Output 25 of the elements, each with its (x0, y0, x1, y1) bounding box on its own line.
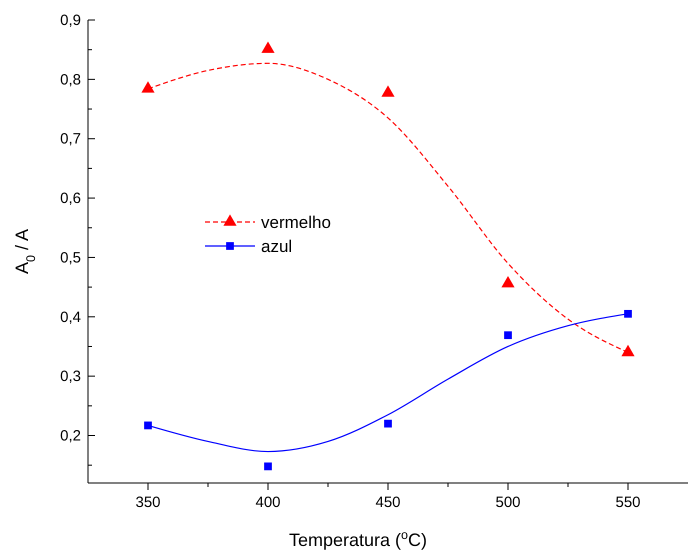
y-tick-label: 0,5 (60, 249, 81, 266)
legend-label: vermelho (261, 213, 331, 232)
point (144, 422, 152, 430)
x-tick-label: 400 (255, 494, 281, 511)
y-tick-label: 0,6 (60, 190, 81, 208)
point (141, 81, 155, 93)
y-tick-label: 0,3 (60, 368, 81, 386)
point (501, 276, 515, 288)
y-tick-label: 0,7 (60, 130, 81, 148)
legend-label: azul (261, 237, 292, 256)
point (264, 462, 272, 470)
point (381, 85, 395, 97)
point (384, 420, 392, 428)
point (504, 331, 512, 340)
x-tick-label: 500 (495, 494, 521, 511)
x-tick-label: 450 (375, 494, 401, 511)
point (624, 310, 632, 318)
x-tick-label: 550 (615, 494, 641, 511)
y-tick-label: 0,8 (60, 71, 81, 88)
y-tick-label: 0,4 (60, 308, 81, 326)
point (261, 41, 275, 53)
x-axis-title: Temperatura ($^{o}$C) (288, 528, 428, 550)
x-tick-label: 350 (135, 494, 161, 511)
y-tick-label: 0,2 (60, 428, 81, 445)
y-tick-label: 0,9 (60, 12, 81, 29)
